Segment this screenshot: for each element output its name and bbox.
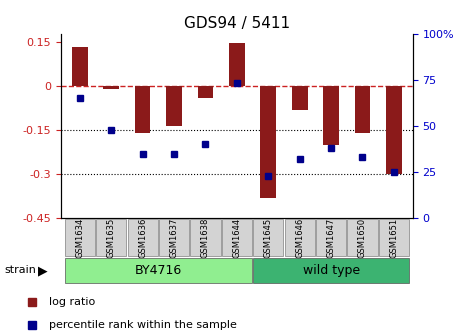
FancyBboxPatch shape: [285, 219, 315, 256]
Text: wild type: wild type: [303, 264, 360, 277]
Text: ▶: ▶: [38, 264, 48, 277]
FancyBboxPatch shape: [379, 219, 409, 256]
FancyBboxPatch shape: [159, 219, 189, 256]
Bar: [135, 86, 151, 133]
Bar: [260, 86, 276, 198]
Bar: [323, 86, 339, 145]
Text: GSM1646: GSM1646: [295, 218, 304, 258]
Text: GSM1650: GSM1650: [358, 218, 367, 258]
Bar: [386, 86, 402, 174]
FancyBboxPatch shape: [253, 258, 409, 283]
Text: GSM1637: GSM1637: [169, 217, 179, 258]
FancyBboxPatch shape: [190, 219, 220, 256]
Text: percentile rank within the sample: percentile rank within the sample: [49, 320, 237, 330]
Bar: [355, 86, 371, 133]
Text: GSM1644: GSM1644: [232, 218, 242, 258]
Text: log ratio: log ratio: [49, 297, 95, 307]
FancyBboxPatch shape: [316, 219, 346, 256]
Bar: [229, 43, 245, 86]
Text: GSM1638: GSM1638: [201, 217, 210, 258]
Bar: [197, 86, 213, 98]
Bar: [292, 86, 308, 110]
FancyBboxPatch shape: [222, 219, 252, 256]
Text: GSM1645: GSM1645: [264, 218, 273, 258]
Text: GSM1651: GSM1651: [389, 218, 398, 258]
Bar: [103, 86, 119, 89]
Text: BY4716: BY4716: [135, 264, 182, 277]
Text: GSM1634: GSM1634: [76, 218, 84, 258]
FancyBboxPatch shape: [128, 219, 158, 256]
FancyBboxPatch shape: [96, 219, 126, 256]
FancyBboxPatch shape: [348, 219, 378, 256]
Bar: [72, 47, 88, 86]
FancyBboxPatch shape: [65, 219, 95, 256]
Text: GSM1647: GSM1647: [326, 218, 335, 258]
FancyBboxPatch shape: [253, 219, 283, 256]
Title: GDS94 / 5411: GDS94 / 5411: [184, 16, 290, 31]
FancyBboxPatch shape: [65, 258, 252, 283]
Text: GSM1636: GSM1636: [138, 217, 147, 258]
Text: strain: strain: [5, 265, 37, 276]
Bar: [166, 86, 182, 126]
Text: GSM1635: GSM1635: [107, 218, 116, 258]
